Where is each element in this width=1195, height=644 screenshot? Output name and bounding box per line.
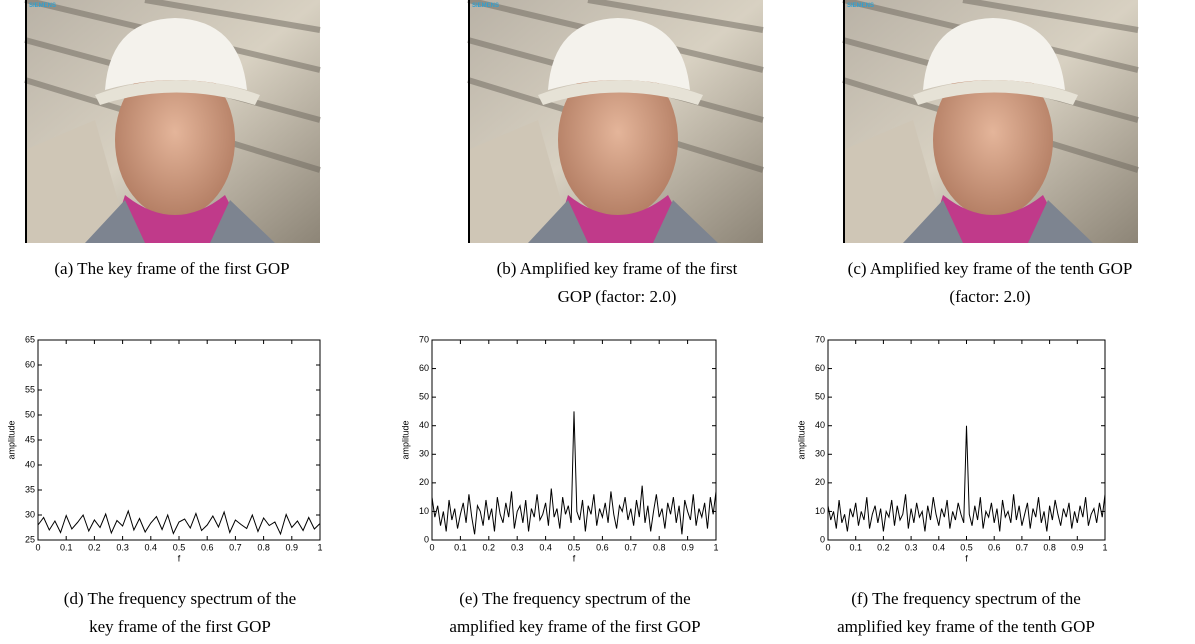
caption: (e) The frequency spectrum of the [459, 589, 690, 608]
x-tick-label: 0.2 [88, 542, 101, 552]
y-tick-label: 40 [419, 420, 429, 430]
chart: 0 0.1 0.2 0.3 0.4 0.5 0.6 0.7 0.8 0.9 1 25 30 35 40 45 5… [6, 334, 322, 636]
caption: (d) The frequency spectrum of the [64, 589, 296, 608]
x-tick-label: 0.4 [145, 542, 158, 552]
photo-b: SIEMENS [468, 0, 763, 243]
photo-c: SIEMENS [843, 0, 1138, 243]
y-tick-label: 20 [815, 477, 825, 487]
caption: (f) The frequency spectrum of the [851, 589, 1081, 608]
x-tick-label: 0.2 [483, 542, 496, 552]
x-axis-label: f [178, 553, 181, 563]
y-tick-label: 30 [419, 449, 429, 459]
y-tick-label: 35 [25, 484, 35, 494]
x-tick-label: 0.5 [173, 542, 186, 552]
x-tick-label: 0.9 [681, 542, 694, 552]
caption: amplified key frame of the tenth GOP [837, 617, 1095, 636]
caption: (b) Amplified key frame of the first [497, 259, 738, 278]
spectrum-line [828, 426, 1105, 532]
spectrum-line [38, 511, 320, 534]
y-tick-label: 40 [815, 420, 825, 430]
x-tick-label: 0.6 [988, 542, 1001, 552]
x-axis-label: f [573, 553, 576, 563]
x-tick-label: 0.4 [539, 542, 552, 552]
y-axis-label: amplitude [6, 420, 16, 459]
x-tick-label: 1 [713, 542, 718, 552]
y-tick-label: 30 [25, 509, 35, 519]
x-tick-label: 0 [35, 542, 40, 552]
caption: (factor: 2.0) [949, 287, 1030, 306]
x-tick-label: 0.9 [286, 542, 299, 552]
x-tick-label: 0.8 [653, 542, 666, 552]
x-tick-label: 0.3 [511, 542, 524, 552]
y-tick-label: 0 [820, 534, 825, 544]
y-axis-label: amplitude [400, 420, 410, 459]
x-tick-label: 0.3 [905, 542, 918, 552]
x-tick-label: 0.5 [568, 542, 581, 552]
x-tick-label: 0.6 [596, 542, 609, 552]
y-tick-label: 55 [25, 384, 35, 394]
watermark: SIEMENS [29, 3, 56, 9]
y-tick-label: 50 [25, 409, 35, 419]
x-tick-label: 0.7 [1016, 542, 1029, 552]
spectrum-line [432, 411, 716, 534]
axes-box [432, 340, 716, 540]
y-tick-label: 60 [419, 363, 429, 373]
x-tick-label: 0.1 [849, 542, 862, 552]
x-tick-label: 0.2 [877, 542, 890, 552]
x-tick-label: 0.9 [1071, 542, 1084, 552]
y-tick-label: 10 [815, 506, 825, 516]
x-tick-label: 0.4 [933, 542, 946, 552]
y-tick-label: 65 [25, 334, 35, 344]
y-tick-label: 70 [419, 334, 429, 344]
caption: (a) The key frame of the first GOP [54, 259, 289, 278]
y-tick-label: 45 [25, 434, 35, 444]
figure: SIEMENS SIEMENS SIEMENS (a) The key fram… [0, 0, 1195, 644]
x-axis-label: f [965, 553, 968, 563]
y-tick-label: 0 [424, 534, 429, 544]
y-tick-label: 10 [419, 506, 429, 516]
x-tick-label: 0.5 [960, 542, 973, 552]
y-tick-label: 50 [419, 392, 429, 402]
watermark: SIEMENS [847, 3, 874, 9]
y-tick-label: 60 [25, 359, 35, 369]
y-tick-label: 40 [25, 459, 35, 469]
photo-a: SIEMENS [25, 0, 320, 243]
x-tick-label: 1 [317, 542, 322, 552]
x-tick-label: 0.1 [60, 542, 73, 552]
y-axis-label: amplitude [796, 420, 806, 459]
caption: key frame of the first GOP [89, 617, 271, 636]
x-tick-label: 0 [429, 542, 434, 552]
y-tick-label: 50 [815, 392, 825, 402]
caption: GOP (factor: 2.0) [558, 287, 677, 306]
caption: (c) Amplified key frame of the tenth GOP [848, 259, 1133, 278]
y-tick-label: 20 [419, 477, 429, 487]
x-tick-label: 1 [1102, 542, 1107, 552]
y-tick-label: 25 [25, 534, 35, 544]
caption: amplified key frame of the first GOP [449, 617, 700, 636]
x-tick-label: 0.8 [1043, 542, 1056, 552]
axes-box [38, 340, 320, 540]
x-tick-label: 0.7 [229, 542, 242, 552]
x-tick-label: 0.8 [257, 542, 270, 552]
x-tick-label: 0.1 [454, 542, 467, 552]
x-tick-label: 0.7 [625, 542, 638, 552]
x-tick-label: 0 [825, 542, 830, 552]
x-tick-label: 0.3 [116, 542, 129, 552]
y-tick-label: 70 [815, 334, 825, 344]
y-tick-label: 60 [815, 363, 825, 373]
x-tick-label: 0.6 [201, 542, 214, 552]
watermark: SIEMENS [472, 3, 499, 9]
y-tick-label: 30 [815, 449, 825, 459]
